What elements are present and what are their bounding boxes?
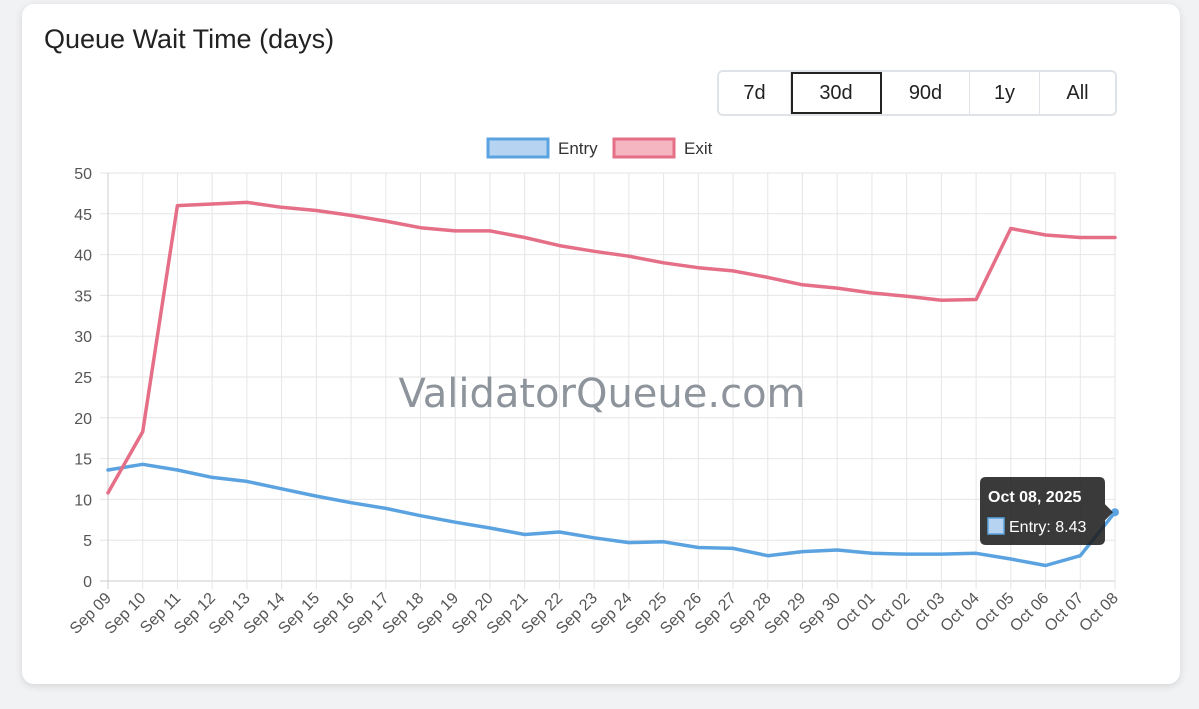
tooltip-background [980,477,1113,545]
legend-swatch-exit [612,137,676,159]
legend-swatch-entry [486,137,550,159]
y-tick-label: 35 [74,288,92,305]
x-tick-label: Oct 08 [1076,590,1121,635]
time-range-selector: 7d 30d 90d 1y All [717,70,1117,116]
y-tick-label: 5 [83,533,92,550]
range-button-90d[interactable]: 90d [882,72,970,114]
series-line-entry [106,462,1117,568]
legend-label-entry: Entry [558,139,598,158]
legend: Entry Exit [486,137,713,159]
tooltip-title: Oct 08, 2025 [988,489,1082,506]
y-tick-label: 25 [74,370,92,387]
tooltip-swatch [987,517,1005,535]
chart-card [22,4,1180,684]
y-tick-label: 40 [74,248,92,265]
y-tick-label: 30 [74,329,92,346]
y-tick-label: 15 [74,452,92,469]
watermark: ValidatorQueue.com [398,371,805,417]
tooltip: Oct 08, 2025 Entry: 8.43 [980,477,1113,545]
series-line-exit [106,200,1117,495]
legend-label-exit: Exit [684,139,713,158]
range-button-1y[interactable]: 1y [970,72,1040,114]
tooltip-body: Entry: 8.43 [1009,519,1086,536]
range-button-7d[interactable]: 7d [719,72,791,114]
y-tick-label: 0 [83,574,92,591]
series [106,200,1119,568]
grid [100,172,1116,589]
y-tick-label: 45 [74,207,92,224]
range-button-all[interactable]: All [1040,72,1115,114]
y-tick-label: 10 [74,492,92,509]
y-tick-label: 50 [74,166,92,183]
y-tick-label: 20 [74,411,92,428]
hover-point [1111,508,1119,517]
chart-title: Queue Wait Time (days) [44,24,335,54]
range-button-30d[interactable]: 30d [791,72,882,114]
